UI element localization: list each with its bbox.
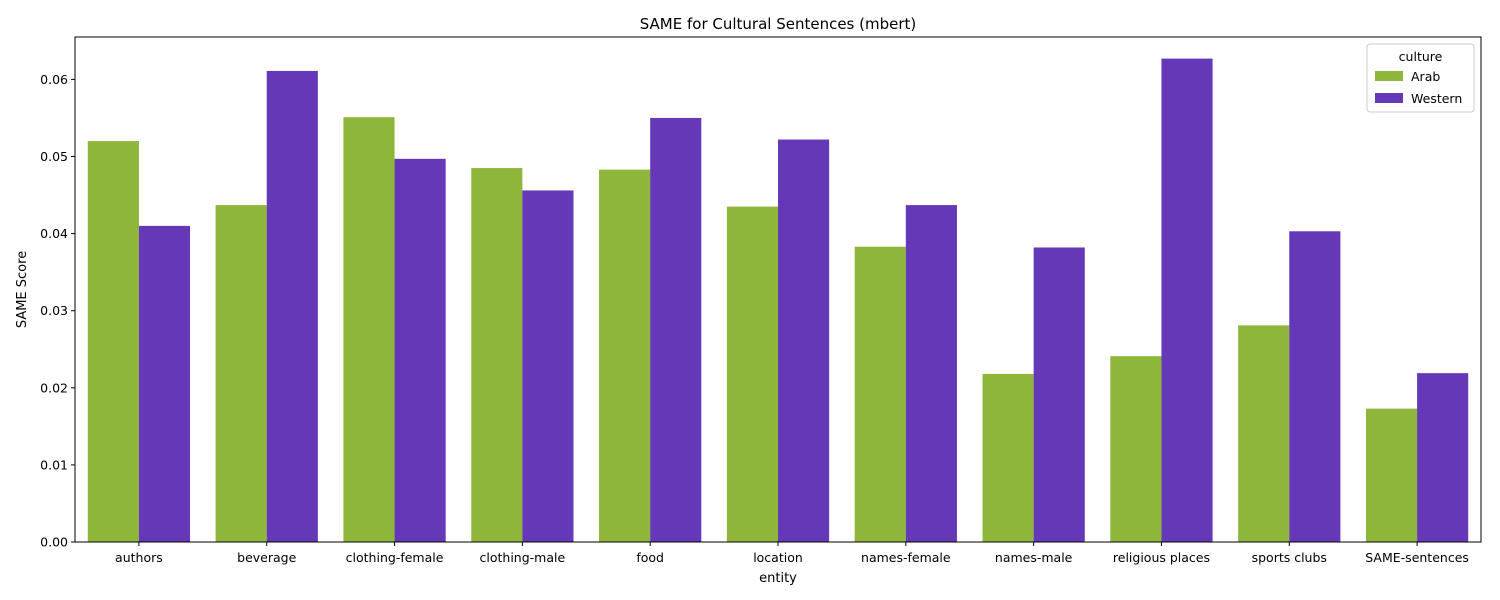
bar-western-names-female xyxy=(905,205,957,542)
bar-western-food xyxy=(650,117,702,542)
bar-arab-food xyxy=(599,169,651,543)
x-tick-label: religious places xyxy=(1113,550,1210,565)
bar-arab-clothing-male xyxy=(471,168,523,542)
legend-swatch-western xyxy=(1375,93,1403,103)
y-tick-label: 0.01 xyxy=(40,457,68,472)
bar-western-same-sentences xyxy=(1417,373,1469,542)
legend: culture Arab Western xyxy=(1366,43,1475,113)
x-tick-label: beverage xyxy=(237,550,296,565)
y-tick-label: 0.02 xyxy=(40,380,68,395)
x-tick-label: sports clubs xyxy=(1252,550,1327,565)
legend-swatch-arab xyxy=(1375,71,1403,81)
y-axis-label: SAME Score xyxy=(15,251,30,328)
y-tick-label: 0.03 xyxy=(40,303,68,318)
y-tick-label: 0.06 xyxy=(40,72,68,87)
x-tick-label: clothing-male xyxy=(480,550,566,565)
bar-arab-names-female xyxy=(854,246,906,542)
x-tick-label: location xyxy=(753,550,803,565)
bar-arab-clothing-female xyxy=(343,117,395,543)
x-tick-label: clothing-female xyxy=(346,550,444,565)
y-tick-label: 0.04 xyxy=(40,226,68,241)
x-axis-label: entity xyxy=(759,571,797,586)
y-tick-label: 0.00 xyxy=(40,535,68,550)
y-tick-label: 0.05 xyxy=(40,149,68,164)
bar-arab-beverage xyxy=(215,205,267,542)
x-tick-label: names-male xyxy=(995,550,1073,565)
bar-western-clothing-male xyxy=(522,190,574,542)
bar-arab-names-male xyxy=(982,373,1034,542)
legend-label-western: Western xyxy=(1411,91,1462,106)
bar-western-authors xyxy=(138,225,191,542)
bar-arab-same-sentences xyxy=(1365,408,1418,542)
chart-title: SAME for Cultural Sentences (mbert) xyxy=(640,15,917,33)
bar-arab-authors xyxy=(87,141,139,542)
bar-arab-location xyxy=(726,206,778,542)
bar-western-location xyxy=(778,139,830,543)
x-tick-label: SAME-sentences xyxy=(1365,550,1469,565)
bar-western-sports-clubs xyxy=(1289,231,1341,543)
bar-western-beverage xyxy=(266,70,318,543)
x-tick-label: authors xyxy=(115,550,163,565)
bar-western-clothing-female xyxy=(394,158,446,542)
x-tick-label: names-female xyxy=(861,550,951,565)
bar-arab-sports-clubs xyxy=(1238,325,1290,542)
legend-label-arab: Arab xyxy=(1411,69,1440,84)
bar-western-names-male xyxy=(1033,247,1085,543)
bar-arab-religious-places xyxy=(1110,356,1162,542)
x-tick-label: food xyxy=(636,550,664,565)
bar-western-religious-places xyxy=(1161,58,1213,543)
legend-title: culture xyxy=(1399,49,1443,64)
